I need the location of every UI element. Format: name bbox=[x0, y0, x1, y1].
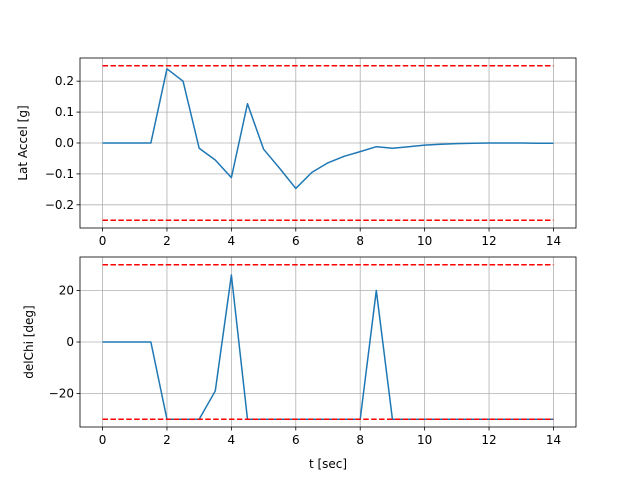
x-tick-label: 10 bbox=[417, 234, 432, 248]
y-tick-label: −20 bbox=[49, 387, 74, 401]
x-tick-label: 10 bbox=[417, 433, 432, 447]
x-tick-label: 14 bbox=[546, 234, 561, 248]
y-tick-label: 20 bbox=[59, 283, 74, 297]
x-tick-label: 4 bbox=[228, 433, 236, 447]
x-tick-label: 8 bbox=[356, 234, 364, 248]
y-tick-label: 0 bbox=[66, 335, 74, 349]
data-series-line bbox=[102, 274, 554, 421]
x-axis-label: t [sec] bbox=[309, 457, 347, 471]
x-tick-label: 12 bbox=[481, 433, 496, 447]
y-tick-label: 0.0 bbox=[55, 136, 74, 150]
y-tick-label: 0.1 bbox=[55, 105, 74, 119]
subplot-2: 0 2 4 6 8 10 12 14 −20 0 20 delChi [deg] t [sec] bbox=[22, 256, 577, 471]
x-tick-label: 2 bbox=[163, 234, 171, 248]
x-tick-label: 0 bbox=[99, 433, 107, 447]
x-tick-label: 0 bbox=[99, 234, 107, 248]
x-tick-label: 6 bbox=[292, 234, 300, 248]
x-tick-label: 4 bbox=[228, 234, 236, 248]
x-tick-label: 6 bbox=[292, 433, 300, 447]
x-tick-label: 2 bbox=[163, 433, 171, 447]
y-tick-label: −0.2 bbox=[45, 198, 74, 212]
y-axis-label: Lat Accel [g] bbox=[16, 105, 30, 180]
data-series-line bbox=[102, 68, 554, 190]
y-axis-label: delChi [deg] bbox=[22, 305, 36, 378]
y-tick-label: −0.1 bbox=[45, 167, 74, 181]
x-tick-label: 8 bbox=[356, 433, 364, 447]
x-tick-label: 14 bbox=[546, 433, 561, 447]
subplot-1: 0 2 4 6 8 10 12 14 −0.2 −0.1 0.0 0.1 0.2 Lat Accel [g… bbox=[16, 57, 577, 248]
y-tick-label: 0.2 bbox=[55, 74, 74, 88]
x-tick-label: 12 bbox=[481, 234, 496, 248]
